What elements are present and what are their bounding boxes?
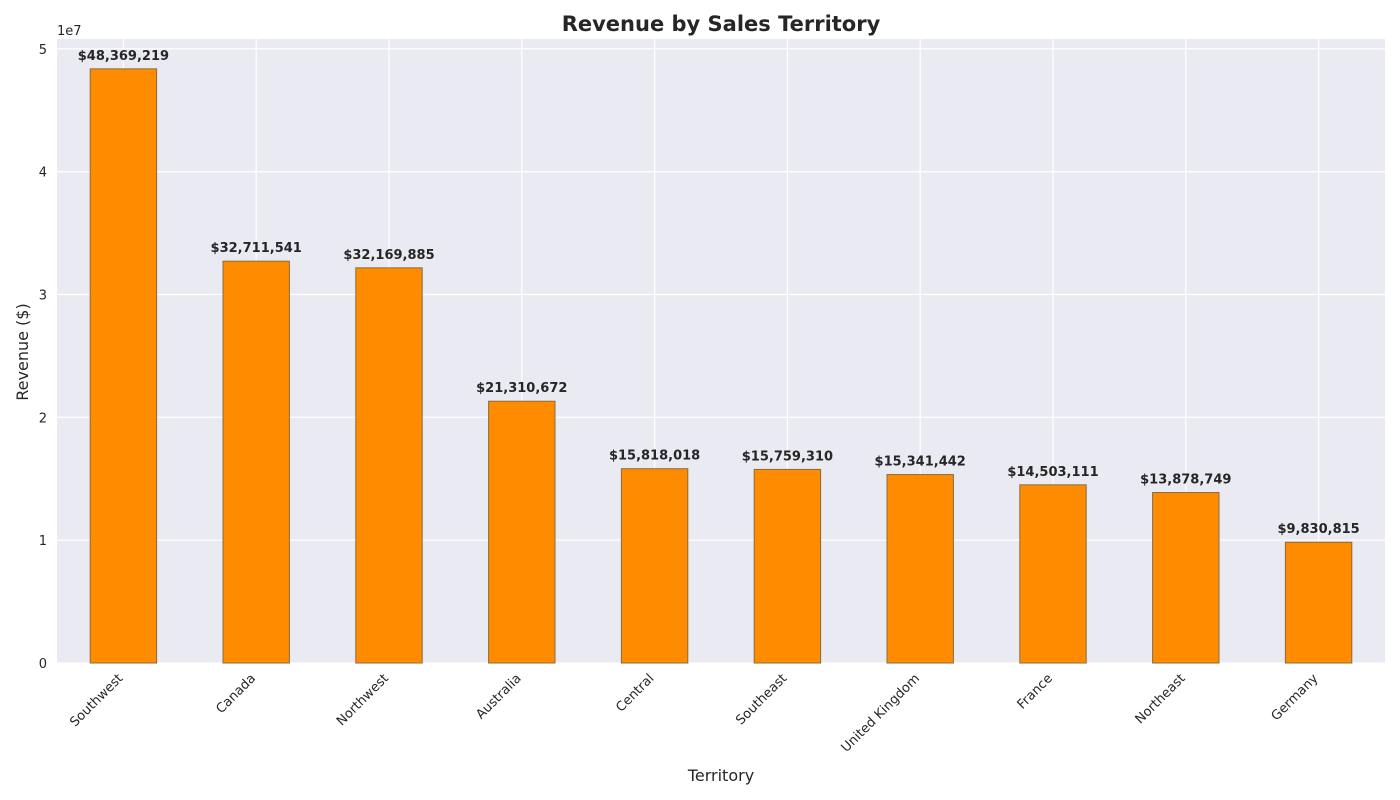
x-tick-label: Northwest	[334, 671, 392, 729]
data-label: $32,711,541	[211, 241, 302, 256]
bars	[89, 68, 1353, 664]
data-label: $9,830,815	[1277, 522, 1359, 537]
data-label: $13,878,749	[1140, 473, 1231, 488]
data-label: $48,369,219	[78, 49, 169, 64]
x-tick-label: France	[1015, 671, 1056, 712]
data-label: $15,818,018	[609, 449, 700, 464]
bar	[1284, 541, 1353, 664]
bar	[222, 260, 290, 664]
chart-title: Revenue by Sales Territory	[562, 12, 881, 36]
x-axis-label: Territory	[687, 766, 754, 785]
x-tick-label: Australia	[473, 671, 524, 722]
bar	[620, 468, 689, 664]
data-label: $15,341,442	[875, 455, 966, 470]
x-axis-ticks: Southwest Canada Northwest Australia Central…	[67, 671, 1321, 756]
bar	[1019, 484, 1087, 664]
y-tick-label: 4	[39, 166, 47, 181]
y-axis-ticks: 0 1 2 3 4 5	[39, 43, 47, 672]
bar	[753, 468, 822, 664]
data-label: $32,169,885	[343, 248, 434, 263]
bar	[886, 474, 954, 664]
y-axis-label: Revenue ($)	[13, 303, 32, 400]
data-label: $14,503,111	[1007, 465, 1098, 480]
y-tick-label: 1	[39, 534, 47, 549]
x-tick-label: Central	[613, 671, 657, 715]
x-tick-label: Canada	[213, 671, 259, 717]
data-labels: $48,369,219 $32,711,541 $32,169,885 $21,310…	[78, 49, 1360, 537]
x-tick-label: Northeast	[1133, 671, 1189, 727]
x-tick-label: Southeast	[733, 671, 790, 728]
bar	[355, 267, 423, 664]
data-label: $21,310,672	[476, 381, 567, 396]
y-axis-offset-label: 1e7	[57, 24, 82, 39]
y-tick-label: 2	[39, 411, 47, 426]
bar	[89, 68, 158, 664]
y-tick-label: 3	[39, 288, 47, 303]
bar	[1152, 492, 1220, 664]
y-tick-label: 0	[39, 657, 47, 672]
x-tick-label: United Kingdom	[839, 671, 923, 755]
x-tick-label: Southwest	[67, 671, 126, 730]
bar	[488, 400, 556, 664]
y-tick-label: 5	[39, 43, 47, 58]
x-tick-label: Germany	[1269, 671, 1322, 724]
data-label: $15,759,310	[742, 449, 833, 464]
